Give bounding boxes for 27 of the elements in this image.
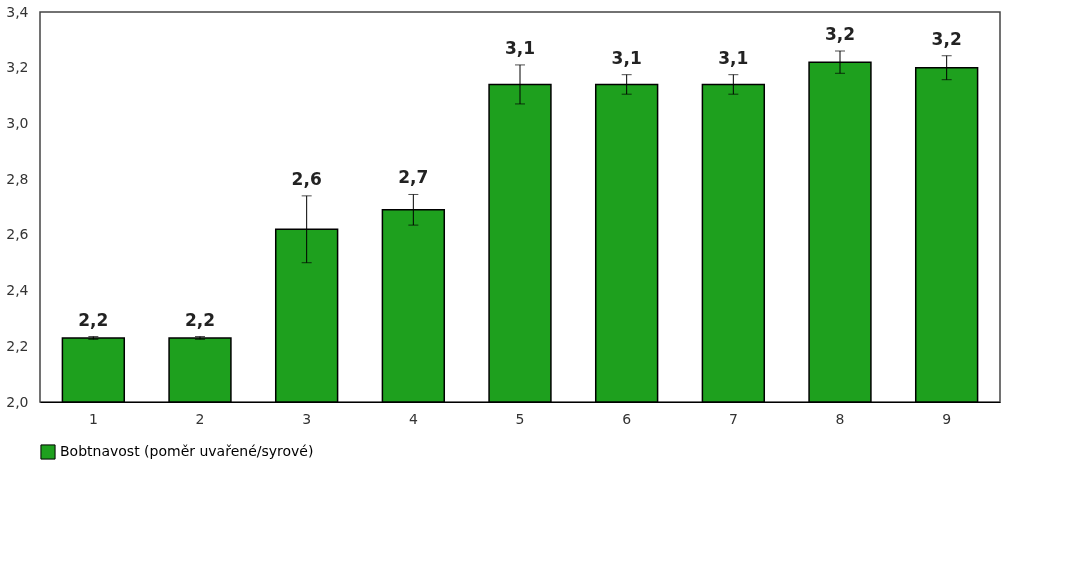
data-label: 2,7 bbox=[398, 167, 429, 188]
data-label: 2,2 bbox=[184, 309, 216, 330]
y-tick-label: 3,2 bbox=[6, 59, 29, 76]
legend-label: Bobtnavost (poměr uvařené/syrové) bbox=[60, 443, 314, 459]
x-tick-label: 9 bbox=[942, 410, 952, 427]
y-tick-label: 2,4 bbox=[6, 282, 29, 299]
x-tick-label: 5 bbox=[515, 410, 525, 427]
x-tick-label: 8 bbox=[835, 410, 845, 427]
data-label: 3,1 bbox=[504, 37, 536, 58]
x-tick-label: 6 bbox=[622, 410, 632, 427]
y-tick-label: 2,2 bbox=[6, 337, 29, 354]
y-tick-label: 2,0 bbox=[6, 393, 29, 410]
data-label: 3,1 bbox=[611, 47, 642, 68]
x-tick-label: 3 bbox=[302, 410, 312, 427]
data-label: 3,1 bbox=[718, 47, 749, 68]
data-label: 3,2 bbox=[931, 28, 962, 49]
x-tick-label: 4 bbox=[408, 410, 418, 427]
data-label: 2,6 bbox=[291, 168, 322, 189]
y-tick-label: 2,8 bbox=[6, 170, 29, 187]
y-tick-label: 3,0 bbox=[6, 114, 29, 131]
x-tick-label: 1 bbox=[88, 410, 98, 427]
x-tick-label: 2 bbox=[195, 410, 205, 427]
data-label: 3,2 bbox=[824, 24, 856, 44]
x-tick-label: 7 bbox=[728, 410, 738, 427]
y-tick-label: 2,6 bbox=[6, 226, 29, 243]
y-tick-label: 3,4 bbox=[6, 3, 29, 20]
data-label: 2,2 bbox=[78, 309, 109, 330]
